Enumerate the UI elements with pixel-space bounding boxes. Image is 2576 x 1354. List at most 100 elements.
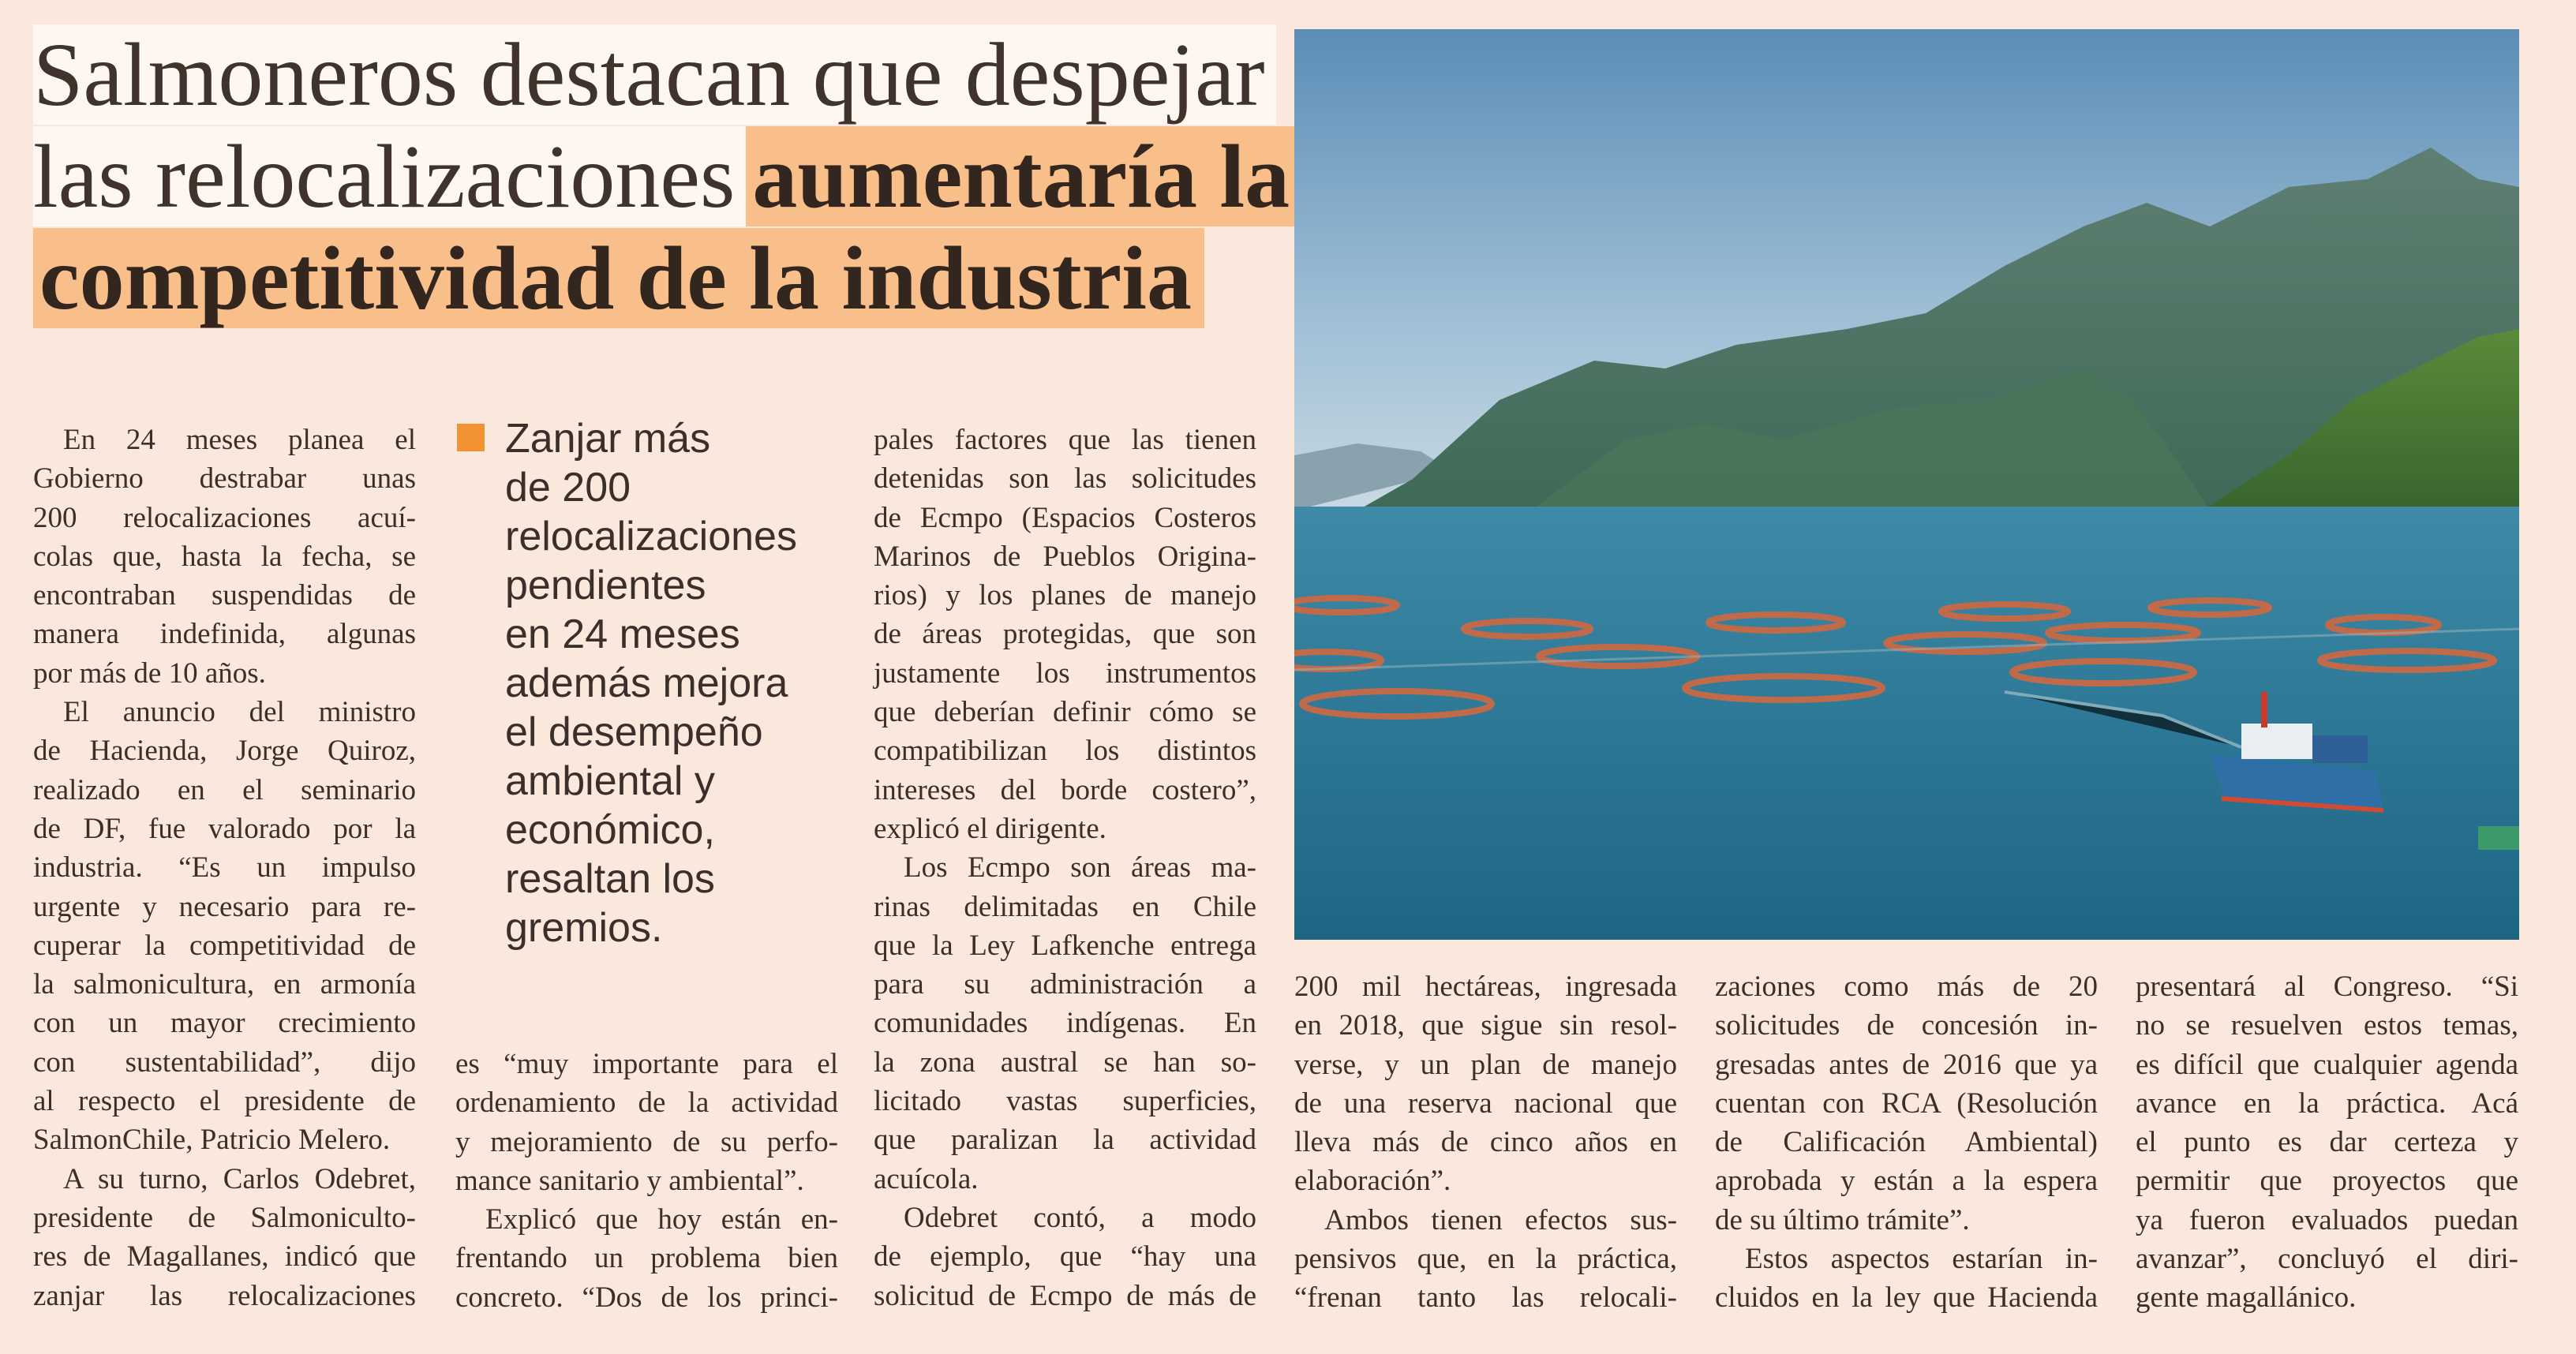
article-line: ya fueron evaluados puedan <box>2136 1203 2518 1236</box>
article-line: Gobierno destrabar unas <box>33 462 416 496</box>
article-line: con sustentabilidad”, dijo <box>33 1045 416 1079</box>
article-line: realizado en el seminario <box>33 773 416 806</box>
pull-quote-line: además mejora <box>505 660 788 706</box>
article-line: rinas delimitadas en Chile <box>874 890 1256 923</box>
article-line: al respecto el presidente de <box>33 1085 416 1118</box>
article-line: gente magallánico. <box>2136 1281 2357 1315</box>
article-line: encontraban suspendidas de <box>33 579 416 612</box>
pull-quote-line: ambiental y <box>505 758 715 804</box>
pull-quote-line: en 24 meses <box>505 612 740 657</box>
article-line: acuícola. <box>874 1162 979 1195</box>
article-line: colas que, hasta la fecha, se <box>33 540 416 573</box>
article-line: es “muy importante para el <box>455 1048 838 1080</box>
pull-quote: Zanjar más de 200 relocalizaciones pendient… <box>505 414 797 952</box>
article-line: que deberían definir cómo se <box>874 696 1256 729</box>
headline-line-2: las relocalizaciones <box>33 126 747 226</box>
article-line: de áreas protegidas, que son <box>874 618 1256 651</box>
article-line: y mejoramiento de su perfo- <box>455 1125 838 1158</box>
article-line: 200 relocalizaciones acuí- <box>33 501 416 534</box>
headline: Salmoneros destacan que despejar las rel… <box>33 24 1303 329</box>
article-line: zaciones como más de 20 <box>1715 971 2098 1003</box>
article-line: cuperar la competitividad de <box>33 929 416 962</box>
article-line: urgente y necesario para re- <box>33 890 416 923</box>
article-line: Marinos de Pueblos Origina- <box>874 540 1256 573</box>
article-line: pensivos que, en la práctica, <box>1294 1243 1677 1276</box>
article-line: de Calificación Ambiental) <box>1715 1126 2098 1159</box>
article-line: intereses del borde costero”, <box>874 773 1256 806</box>
pull-quote-line: resaltan los <box>505 856 715 902</box>
article-column-5: zaciones como más de 20 solicitudes de co… <box>1715 967 2098 1318</box>
article-line: lleva más de cinco años en <box>1294 1126 1677 1159</box>
article-line: en 2018, que sigue sin resol- <box>1294 1009 1677 1042</box>
article-line: la zona austral se han so- <box>874 1045 1256 1079</box>
headline-highlight-2: aumentaría la <box>746 126 1303 226</box>
boat <box>2210 692 2384 813</box>
article-line: cluidos en la ley que Hacienda <box>1715 1281 2098 1315</box>
article-line: de una reserva nacional que <box>1294 1087 1677 1120</box>
pull-quote-marker <box>457 424 485 451</box>
article-line: explicó el dirigente. <box>874 812 1106 845</box>
article-line: Estos aspectos estarían in- <box>1745 1243 2098 1276</box>
article-line: no se resuelven estos temas, <box>2136 1009 2518 1042</box>
article-line: avanzar”, concluyó el diri- <box>2136 1243 2518 1276</box>
article-line: compatibilizan los distintos <box>874 735 1256 768</box>
article-line: Ambos tienen efectos sus- <box>1324 1203 1677 1236</box>
article-line: En 24 meses planea el <box>63 424 416 456</box>
article-line: mance sanitario y ambiental”. <box>455 1164 804 1197</box>
pull-quote-line: de 200 <box>505 465 631 511</box>
article-column-1: En 24 meses planea el Gobierno destrabar … <box>33 421 416 1315</box>
pull-quote-line: relocalizaciones <box>505 514 797 559</box>
article-line: de Hacienda, Jorge Quiroz, <box>33 735 416 768</box>
article-line: de su último trámite”. <box>1715 1203 1970 1236</box>
article-line: presidente de Salmonicultо- <box>33 1201 416 1234</box>
article-line: de ejemplo, que “hay una <box>874 1240 1256 1274</box>
article-line: de Ecmpo (Espacios Costeros <box>874 501 1256 534</box>
article-line: licitado vastas superficies, <box>874 1085 1256 1118</box>
article-line: Odebret contó, a modo <box>904 1201 1256 1234</box>
article-line: industria. “Es un impulso <box>33 851 416 885</box>
article-column-3: pales factores que las tienen detenidas s… <box>874 421 1256 1315</box>
article-line: Los Ecmpo son áreas ma- <box>904 851 1256 885</box>
article-line: justamente los instrumentos <box>874 656 1256 690</box>
article-line: comunidades indígenas. En <box>874 1007 1256 1040</box>
article-line: cuentan con RCA (Resolución <box>1715 1087 2098 1120</box>
article-line: que paralizan la actividad <box>874 1124 1256 1157</box>
article-line: ordenamiento de la actividad <box>455 1087 838 1120</box>
article-line: que la Ley Lafkenche entrega <box>874 929 1256 962</box>
headline-line-1: Salmoneros destacan que despejar <box>33 24 1276 125</box>
pull-quote-line: económico, <box>505 807 715 853</box>
pull-quote-line: Zanjar más <box>505 416 711 462</box>
headline-highlight-3: competitividad de la industria <box>33 228 1204 328</box>
pull-quote-line: el desempeño <box>505 709 763 755</box>
article-line: concreto. “Dos de los princi- <box>455 1281 838 1314</box>
article-line: elaboración”. <box>1294 1165 1451 1198</box>
article-line: detenidas son las solicitudes <box>874 462 1256 496</box>
article-line: A su turno, Carlos Odebret, <box>63 1162 416 1195</box>
article-line: verse, y un plan de manejo <box>1294 1048 1677 1081</box>
article-line: El anuncio del ministro <box>63 696 416 729</box>
article-line: res de Magallanes, indicó que <box>33 1240 416 1274</box>
article-line: es difícil que cualquier agenda <box>2136 1048 2518 1081</box>
article-line: SalmonChile, Patricio Melero. <box>33 1124 391 1157</box>
pull-quote-line: pendientes <box>505 563 706 608</box>
article-line: permitir que proyectos que <box>2136 1165 2518 1198</box>
article-line: solicitud de Ecmpo de más de <box>874 1279 1256 1312</box>
article-line: aprobada y están a la espera <box>1715 1165 2098 1198</box>
article-line: la salmonicultura, en armonía <box>33 968 416 1001</box>
article-column-2: es “muy importante para el ordenamiento d… <box>455 1045 838 1317</box>
article-line: con un mayor crecimiento <box>33 1007 416 1040</box>
article-line: solicitudes de concesión in- <box>1715 1009 2098 1042</box>
article-line: Explicó que hoy están en- <box>485 1203 838 1236</box>
article-line: avance en la práctica. Acá <box>2136 1087 2518 1120</box>
article-line: para su administración a <box>874 968 1256 1001</box>
pull-quote-line: gremios. <box>505 905 663 951</box>
article-line: zanjar las relocalizaciones <box>33 1279 416 1312</box>
article-line: rios) y los planes de manejo <box>874 579 1256 612</box>
article-column-4: 200 mil hectáreas, ingresada en 2018, que… <box>1294 967 1677 1318</box>
article-line: manera indefinida, algunas <box>33 618 416 651</box>
article-line: el punto es dar certeza y <box>2136 1126 2518 1159</box>
article-line: “frenan tanto las relocali- <box>1294 1281 1677 1315</box>
article-line: presentará al Congreso. “Si <box>2136 971 2518 1003</box>
article-line: frentando un problema bien <box>455 1242 838 1275</box>
article-line: gresadas antes de 2016 que ya <box>1715 1048 2098 1081</box>
